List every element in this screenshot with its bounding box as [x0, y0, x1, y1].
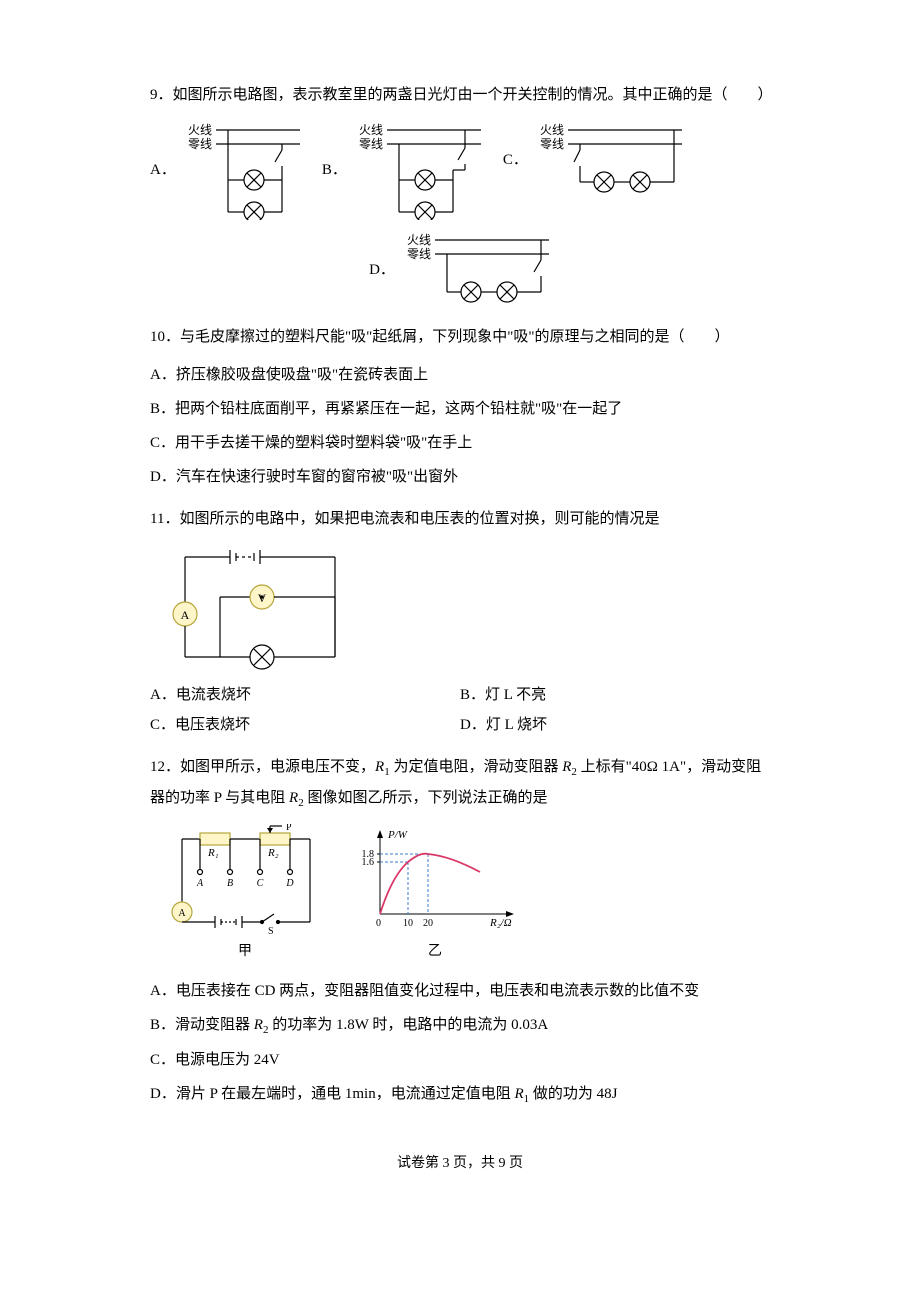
q11-c: C．电压表烧坏 — [150, 710, 460, 740]
q9-d-label: D． — [369, 255, 395, 285]
q9-stem: 9．如图所示电路图，表示教室里的两盏日光灯由一个开关控制的情况。其中正确的是（ … — [150, 80, 770, 110]
svg-text:R₂: R₂ — [267, 847, 279, 859]
q10-text: ．与毛皮摩擦过的塑料尺能"吸"起纸屑，下列现象中"吸"的原理与之相同的是（ ） — [165, 329, 730, 345]
svg-text:10: 10 — [403, 918, 413, 929]
q11-circuit-diagram: A V — [160, 542, 350, 672]
q9-options-row2: D． 火线 零线 — [150, 230, 770, 310]
q12-chart: 1.8 1.6 10 20 P/W R₂/Ω 0 — [350, 824, 520, 966]
q9-diagram-a: 火线 零线 — [182, 120, 302, 220]
svg-text:P: P — [286, 824, 292, 833]
question-12: 12．如图甲所示，电源电压不变，R1 为定值电阻，滑动变阻器 R2 上标有"40… — [150, 752, 770, 1110]
svg-text:C: C — [257, 878, 264, 889]
svg-text:零线: 零线 — [407, 247, 431, 261]
page-footer: 试卷第 3 页，共 9 页 — [150, 1150, 770, 1178]
q12-d-pre: D．滑片 P 在最左端时，通电 1min，电流通过定值电阻 — [150, 1086, 514, 1102]
q12-caption2: 乙 — [350, 938, 520, 966]
q9-c-label: C． — [503, 145, 528, 175]
q12-r2b: R — [289, 790, 298, 806]
q12-power-chart: 1.8 1.6 10 20 P/W R₂/Ω 0 — [350, 824, 520, 934]
question-11: 11．如图所示的电路中，如果把电流表和电压表的位置对换，则可能的情况是 A — [150, 504, 770, 740]
q11-text: ．如图所示的电路中，如果把电流表和电压表的位置对换，则可能的情况是 — [164, 511, 659, 527]
svg-text:R₁: R₁ — [207, 847, 219, 859]
svg-text:火线: 火线 — [540, 123, 564, 137]
svg-text:A: A — [178, 908, 186, 919]
q12-c: C．电源电压为 24V — [150, 1045, 770, 1075]
q9-b-label: B． — [322, 155, 347, 185]
q11-diagram-wrap: A V — [160, 542, 770, 672]
svg-text:火线: 火线 — [407, 233, 431, 247]
q12-stem: 12．如图甲所示，电源电压不变，R1 为定值电阻，滑动变阻器 R2 上标有"40… — [150, 752, 770, 814]
q9-a-label: A． — [150, 155, 176, 185]
q12-b: B．滑动变阻器 R2 的功率为 1.8W 时，电路中的电流为 0.03A — [150, 1010, 770, 1041]
svg-text:零线: 零线 — [359, 137, 383, 151]
question-9: 9．如图所示电路图，表示教室里的两盏日光灯由一个开关控制的情况。其中正确的是（ … — [150, 80, 770, 310]
q10-b: B．把两个铅柱底面削平，再紧紧压在一起，这两个铅柱就"吸"在一起了 — [150, 394, 770, 424]
q12-r1: R — [375, 759, 384, 775]
svg-text:火线: 火线 — [188, 123, 212, 137]
q12-d: D．滑片 P 在最左端时，通电 1min，电流通过定值电阻 R1 做的功为 48… — [150, 1079, 770, 1110]
q10-a: A．挤压橡胶吸盘使吸盘"吸"在瓷砖表面上 — [150, 360, 770, 390]
svg-text:P/W: P/W — [387, 829, 408, 841]
q9-option-c: C． 火线 零线 — [503, 120, 684, 200]
q12-caption1: 甲 — [170, 938, 320, 966]
svg-text:0: 0 — [376, 918, 381, 929]
q10-c: C．用干手去搓干燥的塑料袋时塑料袋"吸"在手上 — [150, 428, 770, 458]
svg-text:B: B — [227, 878, 233, 889]
svg-text:A: A — [196, 878, 204, 889]
q12-d-post: 做的功为 48J — [529, 1086, 617, 1102]
q9-diagram-c: 火线 零线 — [534, 120, 684, 200]
svg-text:1.6: 1.6 — [362, 857, 375, 868]
q12-r2: R — [562, 759, 571, 775]
q11-a: A．电流表烧坏 — [150, 680, 460, 710]
q12-figures: P R₁ R₂ A B C D A — [170, 824, 770, 966]
q11-number: 11 — [150, 511, 164, 527]
q10-number: 10 — [150, 329, 165, 345]
q9-diagram-d: 火线 零线 — [401, 230, 551, 310]
q9-diagram-b: 火线 零线 — [353, 120, 483, 220]
q12-b-pre: B．滑动变阻器 — [150, 1017, 254, 1033]
svg-text:A: A — [181, 608, 190, 622]
svg-text:D: D — [285, 878, 294, 889]
question-10: 10．与毛皮摩擦过的塑料尺能"吸"起纸屑，下列现象中"吸"的原理与之相同的是（ … — [150, 322, 770, 492]
q11-options: A．电流表烧坏 B．灯 L 不亮 C．电压表烧坏 D．灯 L 烧坏 — [150, 680, 770, 740]
q12-b-post: 的功率为 1.8W 时，电路中的电流为 0.03A — [268, 1017, 548, 1033]
q9-options-row1: A． 火线 零线 B． 火 — [150, 120, 770, 220]
q11-stem: 11．如图所示的电路中，如果把电流表和电压表的位置对换，则可能的情况是 — [150, 504, 770, 534]
q12-t3: 图像如图乙所示，下列说法正确的是 — [304, 790, 548, 806]
q12-b-r: R — [254, 1017, 263, 1033]
q12-d-r: R — [514, 1086, 523, 1102]
q11-b: B．灯 L 不亮 — [460, 680, 770, 710]
q10-stem: 10．与毛皮摩擦过的塑料尺能"吸"起纸屑，下列现象中"吸"的原理与之相同的是（ … — [150, 322, 770, 352]
svg-text:零线: 零线 — [188, 137, 212, 151]
q9-option-a: A． 火线 零线 — [150, 120, 302, 220]
q12-t1: 为定值电阻，滑动变阻器 — [390, 759, 563, 775]
svg-text:火线: 火线 — [359, 123, 383, 137]
q12-number: 12 — [150, 759, 165, 775]
svg-text:S: S — [268, 926, 274, 934]
q9-text: ．如图所示电路图，表示教室里的两盏日光灯由一个开关控制的情况。其中正确的是（ ） — [158, 87, 773, 103]
q10-d: D．汽车在快速行驶时车窗的窗帘被"吸"出窗外 — [150, 462, 770, 492]
svg-text:零线: 零线 — [540, 137, 564, 151]
q9-option-d: D． 火线 零线 — [369, 230, 551, 310]
q12-a: A．电压表接在 CD 两点，变阻器阻值变化过程中，电压表和电流表示数的比值不变 — [150, 976, 770, 1006]
q12-circuit-diagram: P R₁ R₂ A B C D A — [170, 824, 320, 934]
svg-text:R₂/Ω: R₂/Ω — [489, 917, 512, 929]
svg-text:20: 20 — [423, 918, 433, 929]
q12-circuit: P R₁ R₂ A B C D A — [170, 824, 320, 966]
q9-number: 9 — [150, 87, 158, 103]
q12-t0: ．如图甲所示，电源电压不变， — [165, 759, 375, 775]
q11-d: D．灯 L 烧坏 — [460, 710, 770, 740]
q9-option-b: B． 火线 零线 — [322, 120, 483, 220]
